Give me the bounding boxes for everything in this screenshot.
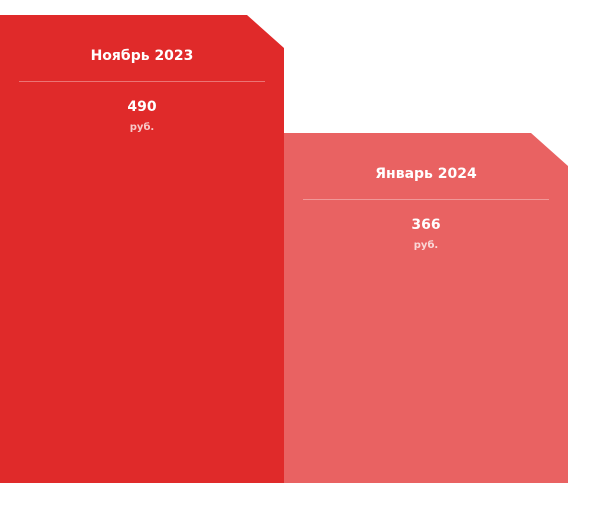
bar-category-label: Январь 2024 <box>375 166 477 182</box>
bar-value-label: 366 <box>411 217 441 233</box>
bar-value-label: 490 <box>127 99 157 115</box>
bar-2: Январь 2024 366 руб. <box>284 133 568 483</box>
bar-unit-label: руб. <box>129 122 155 133</box>
bar-unit-label: руб. <box>413 240 439 251</box>
bar-category-label: Ноябрь 2023 <box>90 48 194 64</box>
bar-divider <box>19 81 265 82</box>
bar-divider <box>303 199 549 200</box>
bar-1: Ноябрь 2023 490 руб. <box>0 15 284 483</box>
